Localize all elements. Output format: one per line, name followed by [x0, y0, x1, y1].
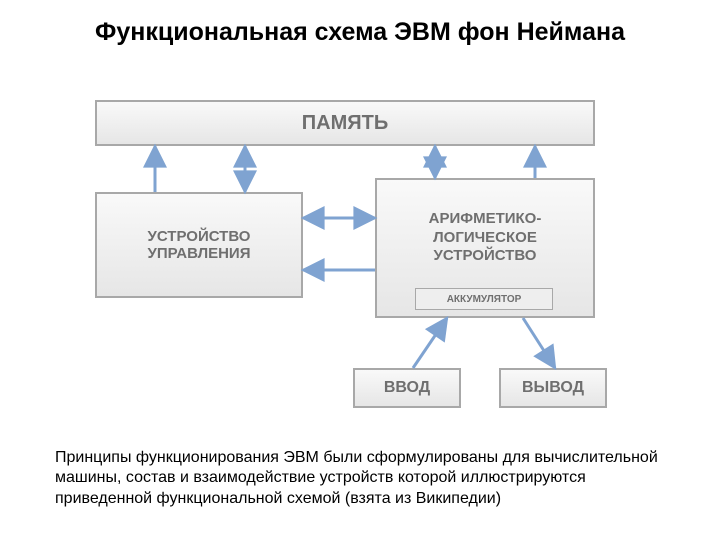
von-neumann-diagram: ПАМЯТЬ УСТРОЙСТВО УПРАВЛЕНИЯ АРИФМЕТИКО-… [95, 100, 625, 420]
box-output: ВЫВОД [499, 368, 607, 408]
box-memory: ПАМЯТЬ [95, 100, 595, 146]
box-accumulator: АККУМУЛЯТОР [415, 288, 553, 310]
box-accumulator-label: АККУМУЛЯТОР [447, 294, 522, 305]
box-input-label: ВВОД [384, 379, 430, 397]
box-memory-label: ПАМЯТЬ [302, 112, 388, 135]
box-alu-label: АРИФМЕТИКО- ЛОГИЧЕСКОЕ УСТРОЙСТВО [429, 210, 542, 266]
box-control: УСТРОЙСТВО УПРАВЛЕНИЯ [95, 192, 303, 298]
box-input: ВВОД [353, 368, 461, 408]
box-output-label: ВЫВОД [522, 379, 584, 397]
caption-text: Принципы функционирования ЭВМ были сформ… [55, 448, 665, 510]
page-title: Функциональная схема ЭВМ фон Неймана [0, 18, 720, 47]
box-control-label: УСТРОЙСТВО УПРАВЛЕНИЯ [101, 228, 297, 262]
